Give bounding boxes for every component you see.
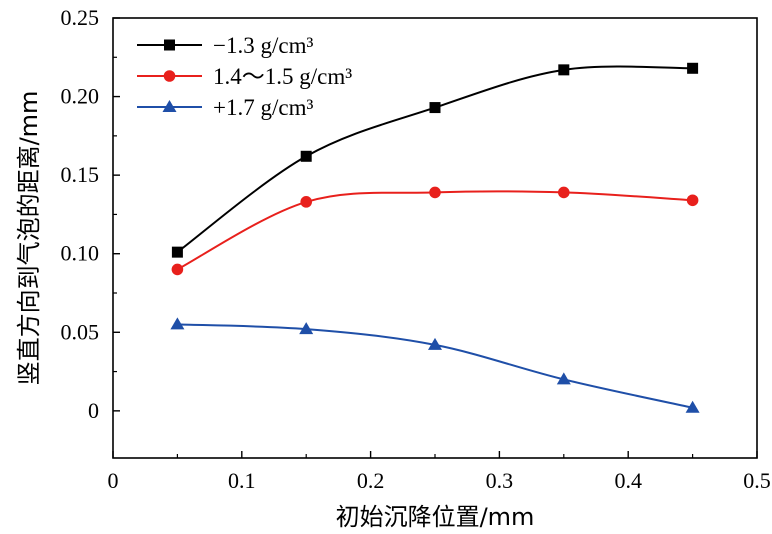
data-point: [171, 263, 184, 276]
legend-label: +1.7 g/cm³: [213, 95, 313, 120]
series-layer: [170, 62, 700, 413]
legend: −1.3 g/cm³ 1.4～1.5 g/cm³ +1.7 g/cm³: [137, 33, 352, 120]
x-tick-label: 0: [108, 468, 119, 493]
data-point: [429, 186, 441, 199]
data-point: [299, 322, 314, 335]
data-point: [556, 372, 571, 385]
data-point: [170, 317, 185, 330]
x-axis-title: 初始沉降位置/mm: [336, 503, 535, 531]
y-tick-label: 0.20: [61, 84, 100, 109]
y-axis-title: 竖直方向到气泡的距离/mm: [15, 91, 43, 386]
data-point: [171, 246, 183, 258]
data-point: [428, 337, 442, 350]
x-tick-label: 0.5: [743, 468, 771, 493]
y-tick-label: 0.25: [61, 5, 100, 30]
legend-item: +1.7 g/cm³: [137, 95, 313, 120]
legend-marker: [164, 39, 175, 51]
data-point: [558, 186, 570, 199]
series-3: [170, 317, 700, 413]
x-tick-label: 0.2: [357, 468, 385, 493]
data-point: [429, 102, 441, 114]
legend-item: −1.3 g/cm³: [137, 33, 313, 58]
x-tick-label: 0.3: [486, 468, 514, 493]
plot-frame: [112, 17, 758, 459]
legend-item: 1.4～1.5 g/cm³: [137, 64, 352, 89]
data-point: [686, 194, 699, 207]
y-tick-label: 0.05: [61, 319, 100, 344]
x-tick-label: 0.1: [228, 468, 256, 493]
y-axis-ticks: 0 0.05 0.10 0.15 0.20 0.25: [61, 5, 120, 423]
legend-marker: [163, 70, 176, 82]
y-tick-label: 0: [88, 398, 99, 423]
data-point: [558, 64, 570, 76]
data-point: [300, 150, 312, 162]
data-point: [687, 62, 699, 74]
y-tick-label: 0.15: [61, 162, 100, 187]
series-line: [176, 190, 693, 271]
legend-label: 1.4～1.5 g/cm³: [213, 64, 352, 89]
x-tick-label: 0.4: [614, 468, 642, 493]
series-2: [171, 186, 699, 276]
y-tick-label: 0.10: [61, 241, 100, 266]
data-point: [685, 400, 700, 413]
legend-marker: [162, 100, 177, 112]
legend-label: −1.3 g/cm³: [213, 33, 313, 58]
series-line: [177, 323, 693, 409]
x-axis-ticks: 0 0.1 0.2 0.3 0.4 0.5: [108, 451, 771, 493]
data-point: [300, 196, 313, 208]
series-1: [171, 62, 699, 258]
axes: [112, 17, 758, 459]
